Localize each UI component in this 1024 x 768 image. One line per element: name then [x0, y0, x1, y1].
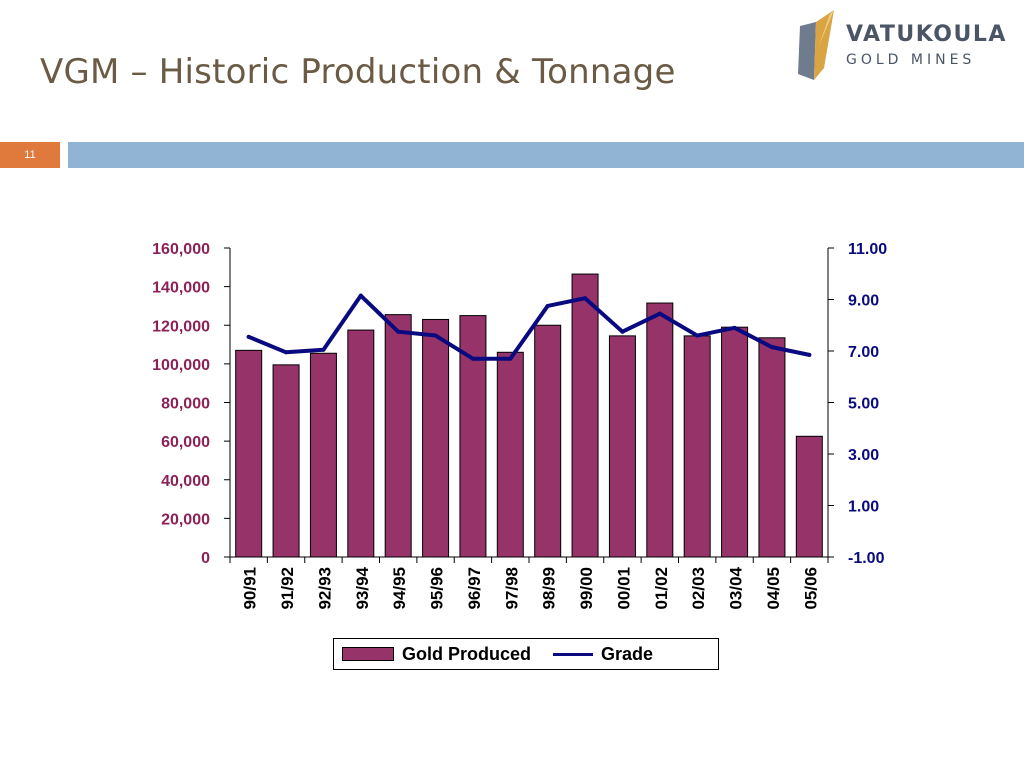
right-axis-tick-label: 9.00 — [848, 293, 879, 310]
x-axis-category-label: 02/03 — [689, 567, 708, 610]
grade-point — [657, 311, 662, 316]
right-axis-tick-label: -1.00 — [848, 550, 885, 567]
bar-gold-produced-94-95 — [384, 314, 412, 558]
bar-gold-produced-92-93 — [309, 352, 337, 558]
left-axis-tick-label: 100,000 — [152, 357, 210, 374]
bar-gold-produced-01-02 — [646, 302, 674, 558]
legend-line-swatch — [553, 652, 594, 656]
right-axis-tick-label: 5.00 — [848, 396, 879, 413]
grade-point — [246, 334, 251, 339]
x-axis-category-label: 90/91 — [241, 567, 260, 610]
x-axis-category-label: 01/02 — [652, 567, 671, 610]
left-axis-tick-label: 40,000 — [161, 473, 210, 490]
x-axis-category-label: 97/98 — [502, 567, 521, 610]
x-axis-category-label: 94/95 — [390, 567, 409, 610]
x-axis-category-label: 00/01 — [614, 567, 633, 610]
grade-point — [358, 293, 363, 298]
x-axis-category-label: 05/06 — [801, 567, 820, 610]
left-axis-tick-label: 160,000 — [152, 241, 210, 258]
grade-point — [769, 345, 774, 350]
page-number: 11 — [0, 142, 60, 168]
grade-point — [807, 352, 812, 357]
x-axis-category-label: 91/92 — [278, 567, 297, 610]
left-axis-tick-label: 20,000 — [161, 511, 210, 528]
right-axis-tick-label: 11.00 — [848, 241, 887, 258]
left-axis-tick-label: 80,000 — [161, 396, 210, 413]
logo-mark-icon — [798, 10, 834, 80]
bar-gold-produced-97-98 — [496, 351, 524, 558]
bar-gold-produced-91-92 — [272, 364, 300, 558]
bar-gold-produced-02-03 — [683, 335, 711, 558]
x-axis-category-label: 96/97 — [465, 567, 484, 610]
grade-point — [396, 329, 401, 334]
slide-title: VGM – Historic Production & Tonnage — [40, 52, 676, 92]
right-axis-tick-label: 3.00 — [848, 447, 879, 464]
bar-gold-produced-93-94 — [347, 329, 375, 558]
legend-label-grade: Grade — [601, 643, 654, 664]
bar-gold-produced-00-01 — [608, 335, 636, 558]
grade-point — [545, 303, 550, 308]
legend-label-gold-produced: Gold Produced — [402, 643, 532, 664]
x-axis-category-label: 92/93 — [315, 567, 334, 610]
legend-bar-swatch — [342, 647, 394, 661]
grade-point — [732, 325, 737, 330]
grade-point — [583, 296, 588, 301]
left-axis-tick-label: 120,000 — [152, 318, 210, 335]
x-axis-category-label: 95/96 — [428, 567, 447, 610]
grade-point — [433, 333, 438, 338]
grade-point — [508, 356, 513, 361]
grade-point — [470, 356, 475, 361]
grade-series-line — [246, 293, 812, 361]
x-axis-category-label: 93/94 — [353, 566, 372, 609]
bar-gold-produced-03-04 — [721, 326, 749, 558]
bar-gold-produced-99-00 — [571, 273, 599, 558]
x-axis-category-label: 04/05 — [764, 567, 783, 610]
right-axis-tick-label: 1.00 — [848, 499, 879, 516]
right-axis-tick-label: 7.00 — [848, 344, 879, 361]
bar-gold-produced-96-97 — [459, 315, 487, 558]
company-logo: VATUKOULA GOLD MINES — [794, 8, 1007, 82]
logo-text-vatukoula: VATUKOULA — [846, 22, 1007, 47]
x-axis-category-label: 03/04 — [727, 566, 746, 609]
bar-gold-produced-05-06 — [795, 435, 823, 558]
header-bar — [68, 142, 1024, 168]
left-axis-tick-label: 60,000 — [161, 434, 210, 451]
x-axis-category-label: 99/00 — [577, 567, 596, 610]
chart-legend: Gold Produced Grade — [333, 638, 719, 670]
grade-point — [284, 350, 289, 355]
x-axis-category-label: 98/99 — [540, 567, 559, 610]
grade-point — [620, 329, 625, 334]
left-axis-tick-label: 0 — [201, 550, 210, 567]
bar-gold-produced-04-05 — [758, 337, 786, 558]
left-axis-tick-label: 140,000 — [152, 280, 210, 297]
bar-gold-produced-98-99 — [534, 324, 562, 558]
grade-point — [321, 347, 326, 352]
grade-point — [695, 333, 700, 338]
logo-text-gold-mines: GOLD MINES — [846, 52, 976, 68]
bar-gold-produced-95-96 — [422, 318, 450, 558]
bar-gold-produced-90-91 — [235, 349, 263, 558]
